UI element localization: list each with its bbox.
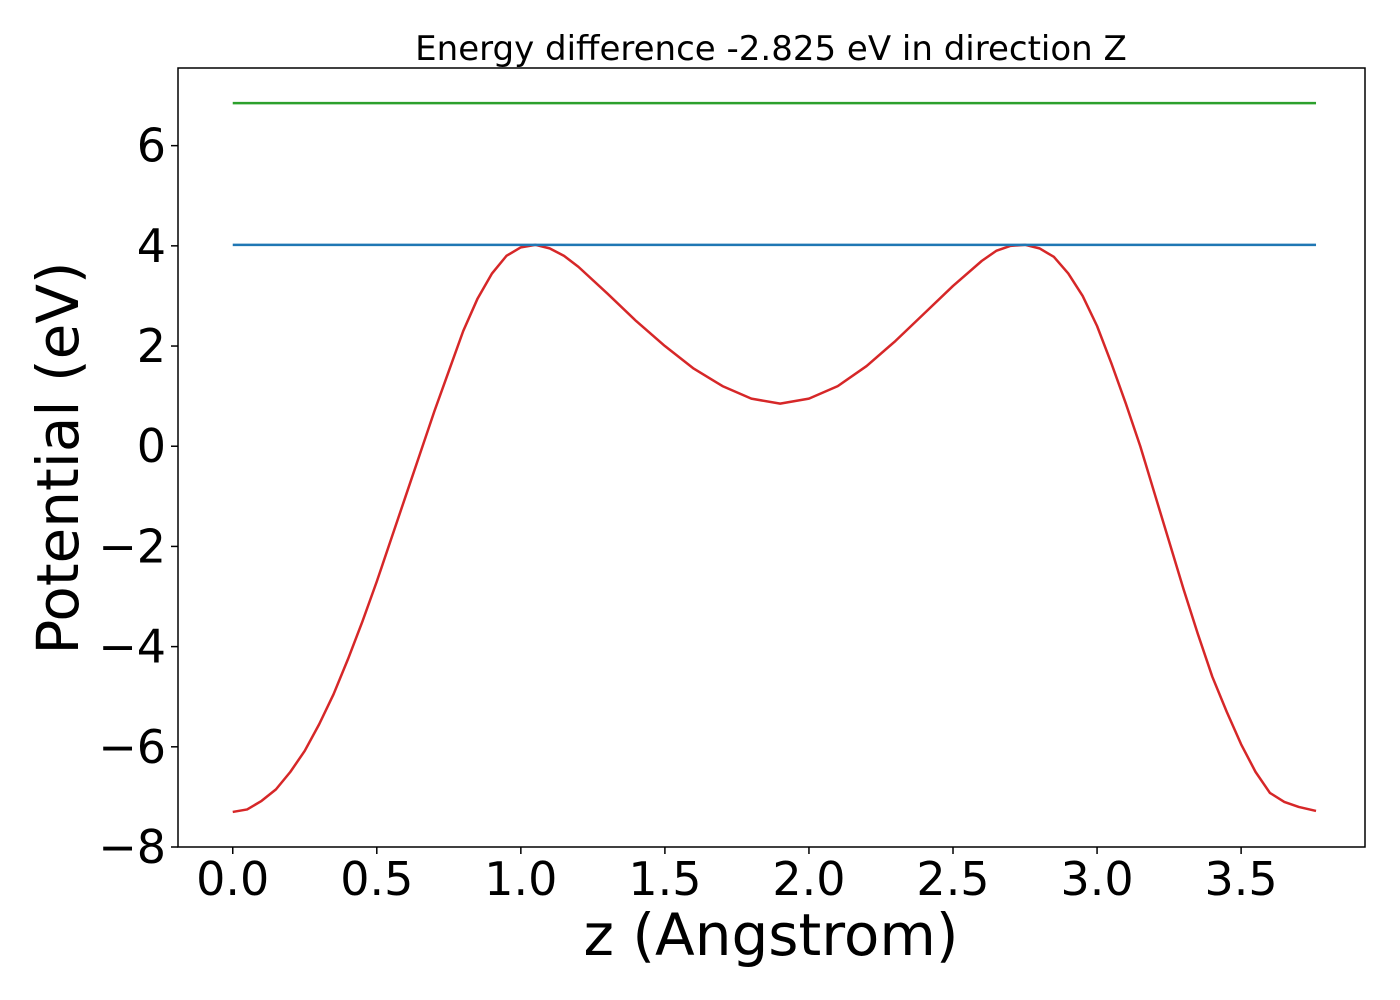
x-tick-label: 0.0 [196, 852, 269, 906]
y-tick-label: 0 [137, 419, 166, 473]
series-layer [232, 101, 1317, 814]
y-tick-label: −8 [98, 820, 166, 874]
x-tick-label: 1.0 [484, 852, 557, 906]
x-tick-label: 2.0 [772, 852, 845, 906]
x-tick-label: 3.5 [1205, 852, 1278, 906]
chart-title: Energy difference -2.825 eV in direction… [415, 29, 1127, 69]
x-axis: 0.0 0.5 1.0 1.5 2.0 2.5 3.0 3.5 [196, 847, 1278, 906]
x-tick-label: 0.5 [340, 852, 413, 906]
y-tick-label: −2 [98, 519, 166, 573]
y-axis: −8 −6 −4 −2 0 2 4 6 [98, 119, 178, 874]
y-tick-label: 6 [137, 119, 166, 173]
y-tick-label: 2 [137, 319, 166, 373]
x-axis-label: z (Angstrom) [584, 901, 959, 969]
x-tick-label: 1.5 [628, 852, 701, 906]
x-tick-label: 2.5 [916, 852, 989, 906]
series-line-potential [232, 243, 1317, 814]
x-tick-label: 3.0 [1060, 852, 1133, 906]
y-axis-label: Potential (eV) [24, 261, 92, 654]
y-tick-label: −4 [98, 620, 166, 674]
y-tick-label: −6 [98, 720, 166, 774]
y-tick-label: 4 [137, 219, 166, 273]
plot-frame [177, 67, 1366, 848]
